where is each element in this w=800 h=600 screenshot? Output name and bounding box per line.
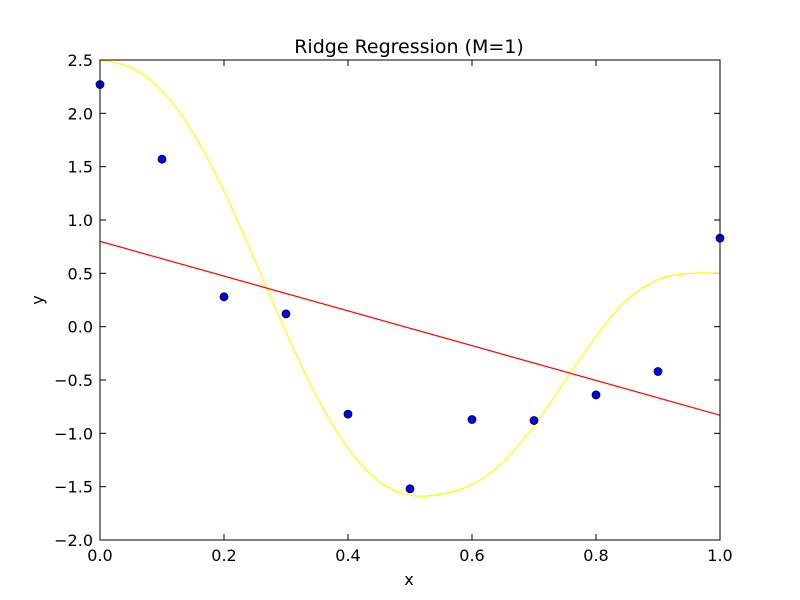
data-point [405,484,415,494]
data-point [281,309,291,319]
data-point [219,292,229,302]
y-tick-label: −1.5 [54,478,93,497]
y-tick-label: −1.0 [54,424,93,443]
y-tick-label: −0.5 [54,371,93,390]
x-tick-label: 0.4 [335,546,360,565]
series-layer [95,60,725,497]
y-tick-label: 1.5 [68,158,93,177]
x-tick-label: 0.0 [87,546,112,565]
plot-frame [99,59,721,541]
data-point [529,416,539,425]
y-tick-label: −2.0 [54,531,93,550]
x-tick-label: 0.2 [211,546,236,565]
series-line-2 [100,240,720,416]
data-point [343,409,353,419]
y-tick-label: 1.0 [68,211,93,230]
y-tick-label: 0.0 [68,318,93,337]
y-tick-label: 0.5 [68,264,93,283]
y-tick-label: 2.5 [68,51,93,70]
x-tick-label: 1.0 [707,546,732,565]
data-point [467,415,477,424]
x-axis-ticks: 0.0 0.2 0.4 0.6 0.8 1.0 [87,60,733,565]
series-line-1 [100,60,720,497]
data-point [653,367,663,376]
x-tick-label: 0.6 [459,546,484,565]
data-point [157,154,167,164]
x-tick-label: 0.8 [583,546,608,565]
x-axis-label: x [404,570,413,589]
data-point [591,390,601,400]
y-axis-label: y [28,295,47,304]
y-tick-label: 2.0 [68,104,93,123]
chart-title: Ridge Regression (M=1) [294,36,524,58]
